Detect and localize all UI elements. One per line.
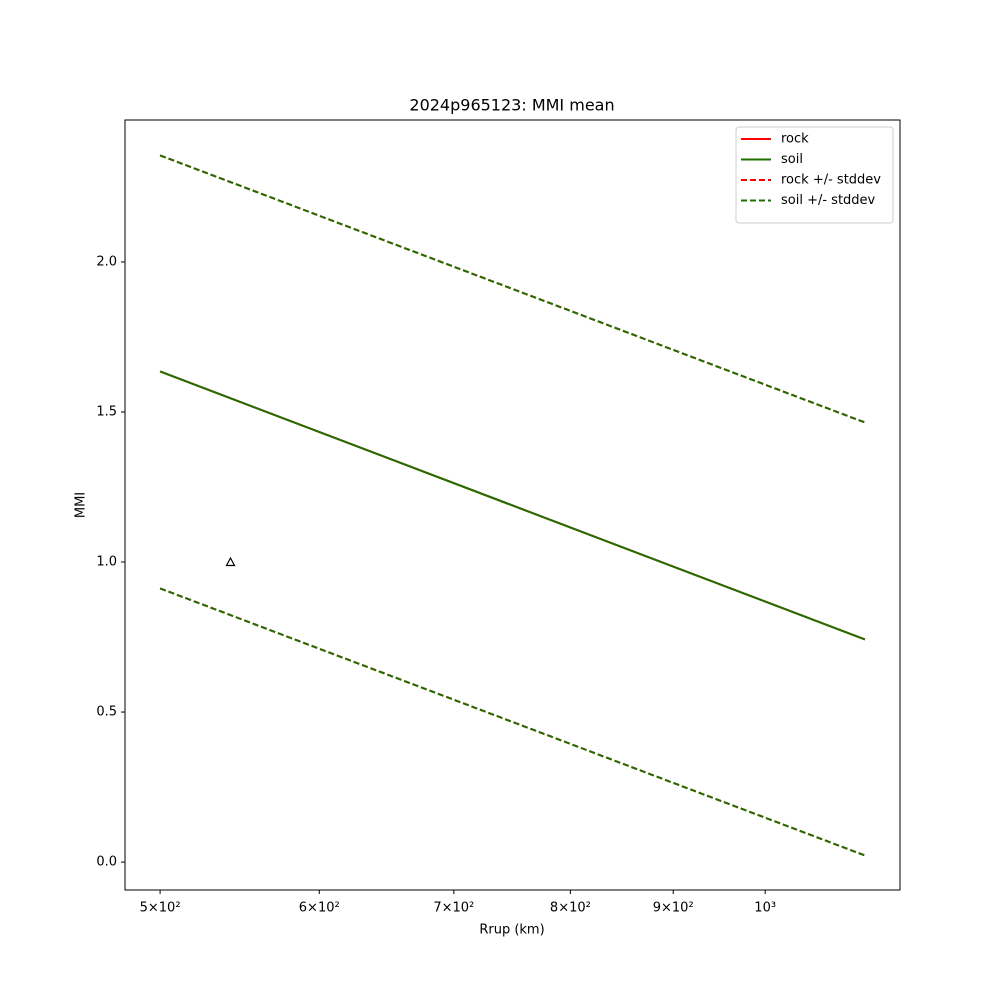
legend-label: soil +/- stddev xyxy=(781,193,876,208)
legend-label: rock +/- stddev xyxy=(781,173,881,188)
legend-label: rock xyxy=(781,132,809,147)
chart-title: 2024p965123: MMI mean xyxy=(409,96,614,115)
y-tick-label: 0.5 xyxy=(96,705,117,720)
legend-box xyxy=(735,126,894,224)
x-tick-label: 7×10² xyxy=(433,901,474,916)
x-tick-label: 5×10² xyxy=(140,901,181,916)
x-tick-label: 8×10² xyxy=(550,901,591,916)
y-tick-label: 0.0 xyxy=(96,855,117,870)
y-axis-label: MMI xyxy=(74,492,89,518)
station-marker xyxy=(225,556,236,567)
y-tick-label: 2.0 xyxy=(96,254,117,269)
plot-frame xyxy=(124,119,901,891)
x-axis-label: Rrup (km) xyxy=(479,923,544,938)
legend-label: soil xyxy=(781,152,803,167)
series-line xyxy=(159,370,866,641)
x-tick-label: 6×10² xyxy=(299,901,340,916)
y-tick-label: 1.5 xyxy=(96,404,117,419)
y-tick-label: 1.0 xyxy=(96,555,117,570)
x-tick-label: 10³ xyxy=(754,901,776,916)
x-tick-label: 9×10² xyxy=(653,901,694,916)
